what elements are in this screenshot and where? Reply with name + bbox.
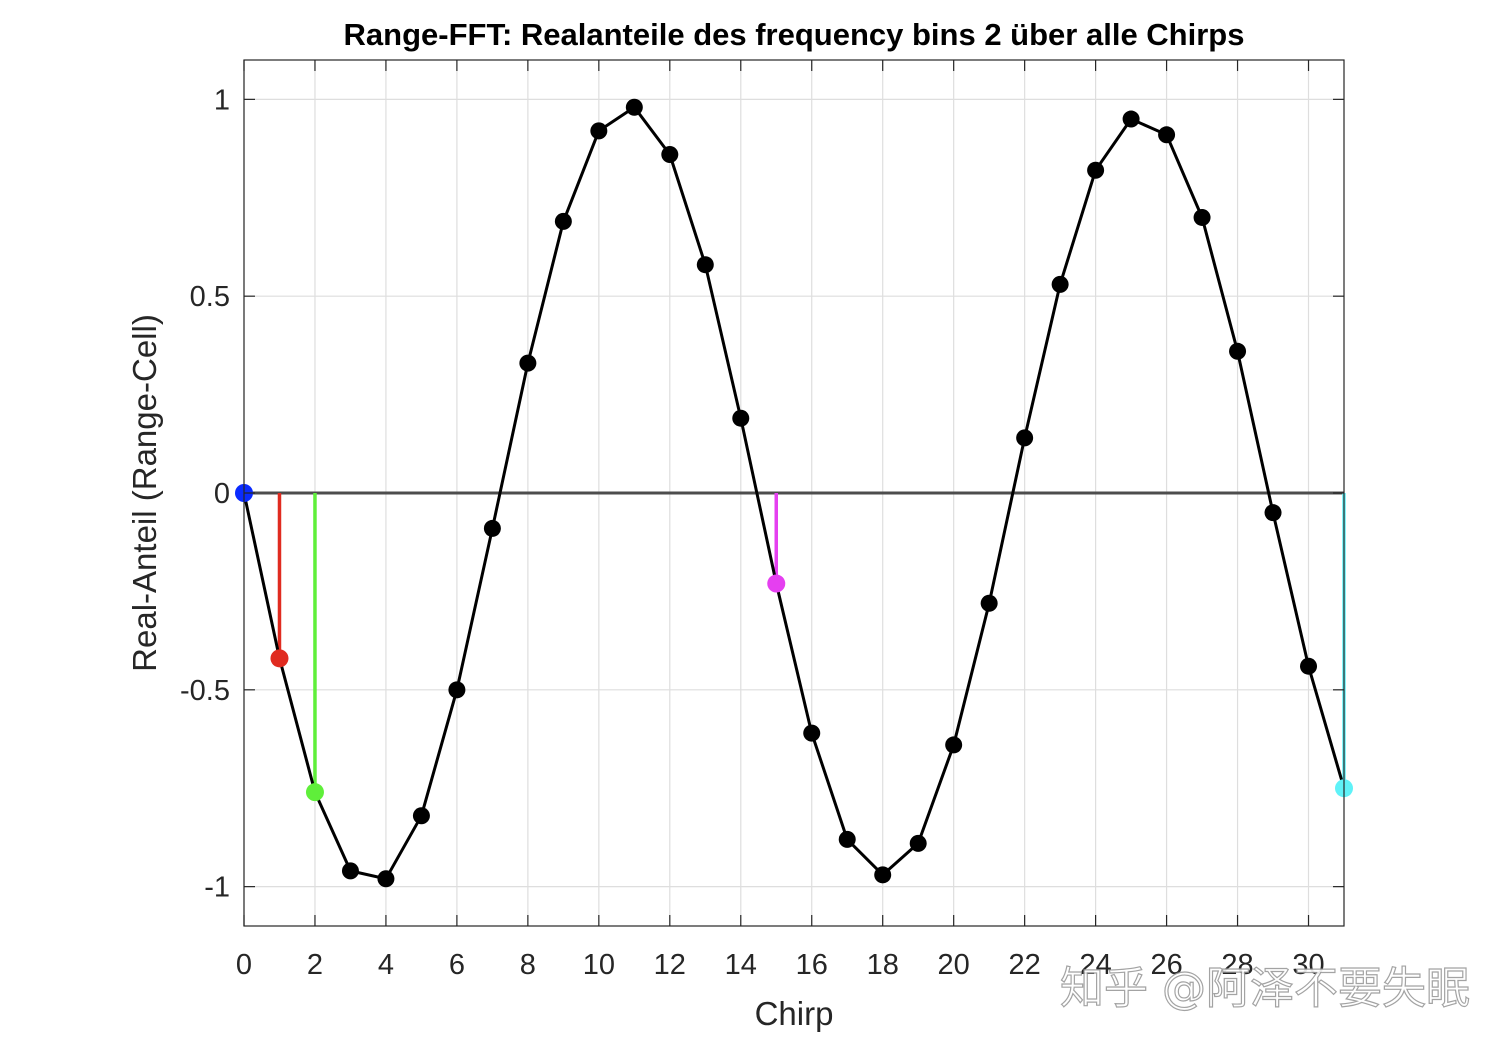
data-point [945,736,963,754]
axis-ticks [243,60,1344,926]
data-point [377,870,395,888]
chart-title: Range-FFT: Realanteile des frequency bin… [344,17,1245,52]
y-tick-label: 0.5 [190,281,230,313]
data-point [1264,504,1282,522]
data-point [1122,110,1140,128]
data-point [590,122,608,140]
x-tick-label: 10 [583,949,615,981]
x-tick-label: 0 [236,949,252,981]
data-point [803,724,821,742]
x-axis-label: Chirp [755,995,834,1032]
data-point [1229,342,1247,360]
x-tick-label: 26 [1150,949,1182,981]
data-point [483,519,501,537]
data-point [1087,161,1105,179]
data-point [874,866,892,884]
data-point [412,807,430,825]
data-point [519,354,537,372]
data-point [341,862,359,880]
data-point [1016,429,1034,447]
x-tick-label: 30 [1292,949,1324,981]
watermark: 知乎 @阿泽不要失眠 [1060,963,1470,1014]
data-point [696,256,714,274]
data-point [661,145,679,163]
x-tick-label: 16 [796,949,828,981]
y-tick-label: -1 [204,872,230,904]
data-point [1158,126,1176,144]
x-tick-label: 2 [307,949,323,981]
highlight-point [305,783,324,802]
x-tick-label: 20 [938,949,970,981]
data-point [909,834,927,852]
highlight-point [270,649,289,668]
data-point [1051,275,1069,293]
data-point [732,409,750,427]
y-tick-label: 0 [214,478,230,510]
data-point [554,212,572,230]
y-tick-label: 1 [214,84,230,116]
y-axis-label: Real-Anteil (Range-Cell) [126,314,163,672]
data-point [625,98,643,116]
y-tick-label: -0.5 [180,675,230,707]
data-point [1193,208,1211,226]
data-point [448,681,466,699]
x-tick-label: 6 [449,949,465,981]
x-tick-label: 24 [1079,949,1111,981]
x-tick-label: 8 [520,949,536,981]
x-tick-label: 4 [378,949,394,981]
y-tick-labels: -1 -0.5 0 0.5 1 [180,84,230,903]
highlight-point [767,574,786,593]
x-tick-label: 12 [654,949,686,981]
data-point [838,830,856,848]
x-tick-label: 22 [1009,949,1041,981]
data-point [1300,657,1318,675]
x-tick-labels: 0 2 4 6 8 10 12 14 16 18 20 22 24 26 28 30 [236,949,1325,981]
x-tick-label: 28 [1221,949,1253,981]
x-tick-label: 14 [725,949,757,981]
data-point [980,594,998,612]
x-tick-label: 18 [867,949,899,981]
